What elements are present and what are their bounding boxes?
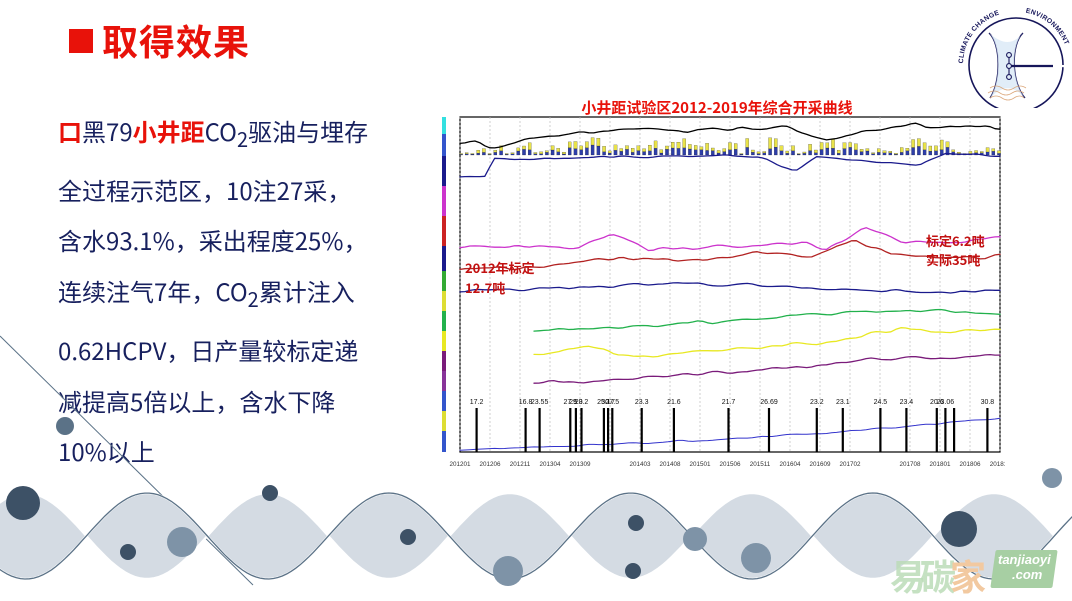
svg-text:201609: 201609	[809, 461, 831, 468]
svg-text:201403: 201403	[629, 461, 651, 468]
svg-text:201408: 201408	[659, 461, 681, 468]
svg-text:201206: 201206	[479, 461, 501, 468]
svg-text:201211: 201211	[510, 461, 531, 468]
svg-text:23.2: 23.2	[810, 399, 824, 406]
svg-text:2012年标定: 2012年标定	[465, 258, 535, 277]
svg-text:标定6.2吨: 标定6.2吨	[926, 231, 985, 250]
svg-text:201506: 201506	[719, 461, 741, 468]
svg-text:ENVIRONMENT: ENVIRONMENT	[1025, 8, 1070, 46]
svg-text:201604: 201604	[779, 461, 801, 468]
svg-text:201806: 201806	[959, 461, 981, 468]
svg-text:201702: 201702	[839, 461, 861, 468]
svg-text:201708: 201708	[899, 461, 921, 468]
svg-text:201201: 201201	[449, 461, 471, 468]
svg-text:17.2: 17.2	[470, 399, 484, 406]
svg-text:23.3: 23.3	[635, 399, 649, 406]
svg-text:23.4: 23.4	[900, 399, 914, 406]
svg-text:实际35吨: 实际35吨	[926, 250, 980, 269]
svg-text:23.55: 23.55	[531, 399, 549, 406]
svg-text:21.6: 21.6	[667, 399, 681, 406]
svg-text:201309: 201309	[569, 461, 591, 468]
svg-text:201501: 201501	[689, 461, 711, 468]
svg-text:201811: 201811	[990, 461, 1005, 468]
svg-text:20.2: 20.2	[575, 399, 589, 406]
svg-text:27.5: 27.5	[605, 399, 619, 406]
svg-text:201801: 201801	[929, 461, 951, 468]
svg-text:24.5: 24.5	[874, 399, 888, 406]
svg-text:21.7: 21.7	[722, 399, 736, 406]
svg-text:小井距试验区2012-2019年综合开采曲线: 小井距试验区2012-2019年综合开采曲线	[581, 97, 852, 118]
svg-text:201511: 201511	[750, 461, 771, 468]
svg-text:26.69: 26.69	[760, 399, 778, 406]
svg-text:23.06: 23.06	[937, 399, 955, 406]
svg-text:12.7吨: 12.7吨	[465, 278, 505, 297]
svg-text:201304: 201304	[539, 461, 561, 468]
svg-text:30.8: 30.8	[981, 399, 995, 406]
svg-text:23.1: 23.1	[836, 399, 850, 406]
